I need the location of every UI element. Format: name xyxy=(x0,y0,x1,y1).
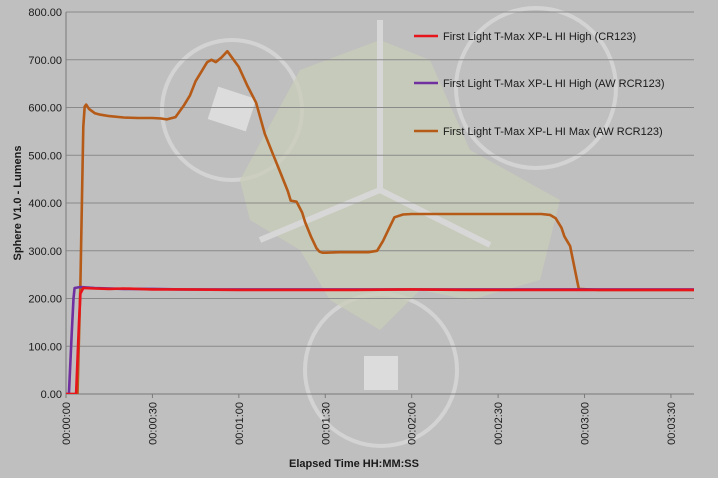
y-tick-label: 700.00 xyxy=(28,55,62,67)
y-tick-label: 400.00 xyxy=(28,198,62,210)
x-tick-label: 00:00:00 xyxy=(61,402,73,445)
x-tick-label: 00:03:30 xyxy=(666,402,678,445)
y-tick-label: 0.00 xyxy=(41,389,62,401)
y-tick-label: 500.00 xyxy=(28,150,62,162)
legend-label: First Light T-Max XP-L HI Max (AW RCR123… xyxy=(443,126,663,138)
axes xyxy=(65,12,694,398)
series-lines xyxy=(66,49,694,394)
series-line-3 xyxy=(66,49,694,394)
x-tick-label: 00:01:30 xyxy=(320,402,332,445)
x-tick-label: 00:01:00 xyxy=(234,402,246,445)
x-tick-labels: 00:00:00 00:00:30 00:01:00 00:01:30 00:02:00… xyxy=(61,402,678,445)
y-gridlines xyxy=(66,11,694,347)
legend-label: First Light T-Max XP-L HI High (CR123) xyxy=(443,31,636,43)
y-tick-label: 100.00 xyxy=(28,341,62,353)
x-tick-label: 00:02:00 xyxy=(407,402,419,445)
y-tick-label: 300.00 xyxy=(28,246,62,258)
series-line-1 xyxy=(66,286,694,394)
legend-label: First Light T-Max XP-L HI High (AW RCR12… xyxy=(443,78,664,90)
background-photo xyxy=(160,6,618,448)
y-tick-labels: 0.00 100.00 200.00 300.00 400.00 500.00 600.00… xyxy=(28,7,62,401)
legend: First Light T-Max XP-L HI High (CR123) Fi… xyxy=(414,31,664,138)
x-tick-label: 00:02:30 xyxy=(493,402,505,445)
y-tick-label: 200.00 xyxy=(28,294,62,306)
x-tick-label: 00:00:30 xyxy=(147,402,159,445)
y-axis-title: Sphere V1.0 - Lumens xyxy=(12,146,24,261)
y-tick-label: 800.00 xyxy=(28,7,62,19)
x-tick-label: 00:03:00 xyxy=(580,402,592,445)
y-tick-label: 600.00 xyxy=(28,103,62,115)
x-axis-title: Elapsed Time HH:MM:SS xyxy=(289,458,419,470)
